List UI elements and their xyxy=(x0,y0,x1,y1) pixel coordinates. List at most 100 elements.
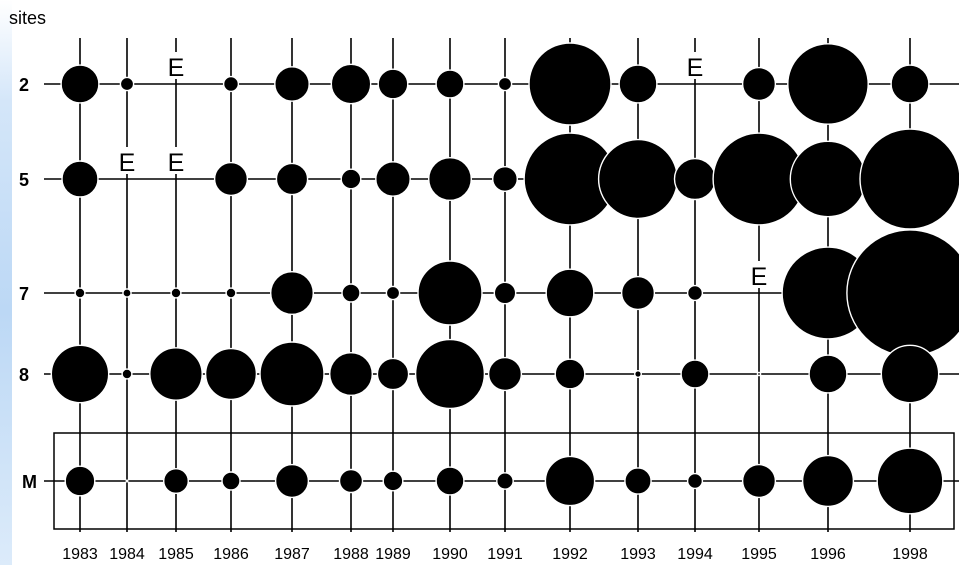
year-label-1992: 1992 xyxy=(552,546,588,563)
bubble-site8-1989 xyxy=(376,357,410,391)
bubble-site5-1983 xyxy=(61,160,99,198)
mean-row-box xyxy=(53,432,955,530)
bubble-site8-1987 xyxy=(259,341,325,407)
bubble-site2-1992 xyxy=(528,42,612,126)
bubble-site8-1993 xyxy=(634,370,643,379)
year-label-1995: 1995 xyxy=(741,546,777,563)
bubble-site7-1998 xyxy=(846,229,959,357)
bubble-site5-1998 xyxy=(859,128,959,230)
year-label-1988: 1988 xyxy=(333,546,369,563)
bubble-site8-1996 xyxy=(808,354,848,394)
bubble-siteM-1990 xyxy=(435,466,465,496)
bubble-site2-1993 xyxy=(618,64,658,104)
bubble-site2-1990 xyxy=(435,69,465,99)
year-label-1991: 1991 xyxy=(487,546,523,563)
empty-marker-5-1985: E xyxy=(168,149,185,177)
window-edge-strip xyxy=(0,0,12,565)
bubble-site5-1990 xyxy=(428,156,473,201)
year-label-1996: 1996 xyxy=(810,546,846,563)
site-label-2: 2 xyxy=(19,75,29,95)
site-labels: 2 5 7 8 M xyxy=(19,75,37,492)
bubble-site8-1988 xyxy=(329,352,374,397)
bubble-siteM-1991 xyxy=(496,472,514,490)
site-label-8: 8 xyxy=(19,365,29,385)
bubble-site2-1986 xyxy=(222,75,240,93)
bubble-site5-1988 xyxy=(340,168,362,190)
bubble-site7-1983 xyxy=(74,287,86,299)
year-label-1986: 1986 xyxy=(213,546,249,563)
bubble-site2-1998 xyxy=(890,64,930,104)
bubble-site8-1985 xyxy=(149,347,203,401)
bubble-site8-1984 xyxy=(121,368,133,380)
bubble-siteM-1989 xyxy=(382,470,404,492)
bubble-siteM-1984 xyxy=(125,479,129,483)
bubble-siteM-1985 xyxy=(162,468,189,495)
bubble-site2-1996 xyxy=(787,43,869,125)
empty-marker-bg xyxy=(749,261,769,288)
site-label-M: M xyxy=(22,472,37,492)
year-label-1993: 1993 xyxy=(620,546,656,563)
year-label-1987: 1987 xyxy=(274,546,310,563)
bubble-site2-1991 xyxy=(497,76,513,92)
bubble-site7-1994 xyxy=(686,284,704,302)
y-axis-title: sites xyxy=(9,8,46,28)
site-label-5: 5 xyxy=(19,170,29,190)
empty-marker-5-1984: E xyxy=(119,149,136,177)
year-label-1985: 1985 xyxy=(158,546,194,563)
bubble-site5-1991 xyxy=(492,165,519,192)
empty-marker-bg xyxy=(685,52,705,79)
bubble-siteM-1986 xyxy=(221,471,241,491)
bubble-site2-1988 xyxy=(330,63,372,105)
year-label-1998: 1998 xyxy=(892,546,928,563)
bubble-site5-1989 xyxy=(375,161,411,197)
year-label-1989: 1989 xyxy=(375,546,411,563)
empty-marker-bg xyxy=(117,147,137,174)
bubbles xyxy=(50,42,959,515)
bubble-siteM-1987 xyxy=(274,463,310,499)
bubble-site7-1988 xyxy=(341,283,361,303)
site-label-7: 7 xyxy=(19,284,29,304)
bubble-siteM-1988 xyxy=(338,468,364,494)
bubble-siteM-1994 xyxy=(686,472,704,490)
bubble-site7-1990 xyxy=(417,260,483,326)
bubble-site2-1987 xyxy=(274,66,310,102)
year-labels: 1983 1984 1985 1986 1987 1988 1989 1990 1991 1992… xyxy=(62,546,928,563)
bubble-site2-1989 xyxy=(377,68,409,100)
bubble-siteM-1993 xyxy=(624,467,652,495)
bubble-site8-1994 xyxy=(680,359,710,389)
bubble-site7-1984 xyxy=(122,288,132,298)
bubble-site8-1991 xyxy=(487,356,523,392)
bubble-site5-1986 xyxy=(213,161,249,197)
empty-marker-7-1995: E xyxy=(751,263,768,291)
bubble-siteM-1998 xyxy=(876,447,944,515)
bubble-siteM-1983 xyxy=(64,465,96,497)
year-label-1983: 1983 xyxy=(62,546,98,563)
bubble-site7-1985 xyxy=(170,287,182,299)
empty-markers: E E E E E xyxy=(117,52,769,291)
bubble-site7-1992 xyxy=(545,268,595,318)
bubble-siteM-1995 xyxy=(741,463,777,499)
bubble-site7-1991 xyxy=(493,281,517,305)
bubble-site5-1987 xyxy=(275,162,309,196)
bubble-site8-1998 xyxy=(880,344,940,404)
bubble-site5-1994 xyxy=(673,157,717,201)
bubble-site2-1984 xyxy=(119,76,135,92)
bubble-site7-1989 xyxy=(385,285,401,301)
empty-marker-2-1994: E xyxy=(687,54,704,82)
bubble-site8-1986 xyxy=(204,347,258,401)
empty-marker-bg xyxy=(166,147,186,174)
bubble-siteM-1996 xyxy=(801,454,855,508)
year-label-1990: 1990 xyxy=(432,546,468,563)
year-label-1994: 1994 xyxy=(677,546,713,563)
bubble-siteM-1992 xyxy=(544,455,596,507)
year-label-1984: 1984 xyxy=(109,546,145,563)
bubble-site7-1986 xyxy=(225,287,237,299)
bubble-site2-1983 xyxy=(60,64,100,104)
bubble-site5-1993 xyxy=(597,138,679,220)
bubble-site8-1983 xyxy=(50,344,110,404)
bubble-site7-1993 xyxy=(620,275,656,311)
bubble-site8-1990 xyxy=(414,338,486,410)
bubble-site2-1995 xyxy=(741,66,777,102)
bubble-site8-1992 xyxy=(554,358,586,390)
